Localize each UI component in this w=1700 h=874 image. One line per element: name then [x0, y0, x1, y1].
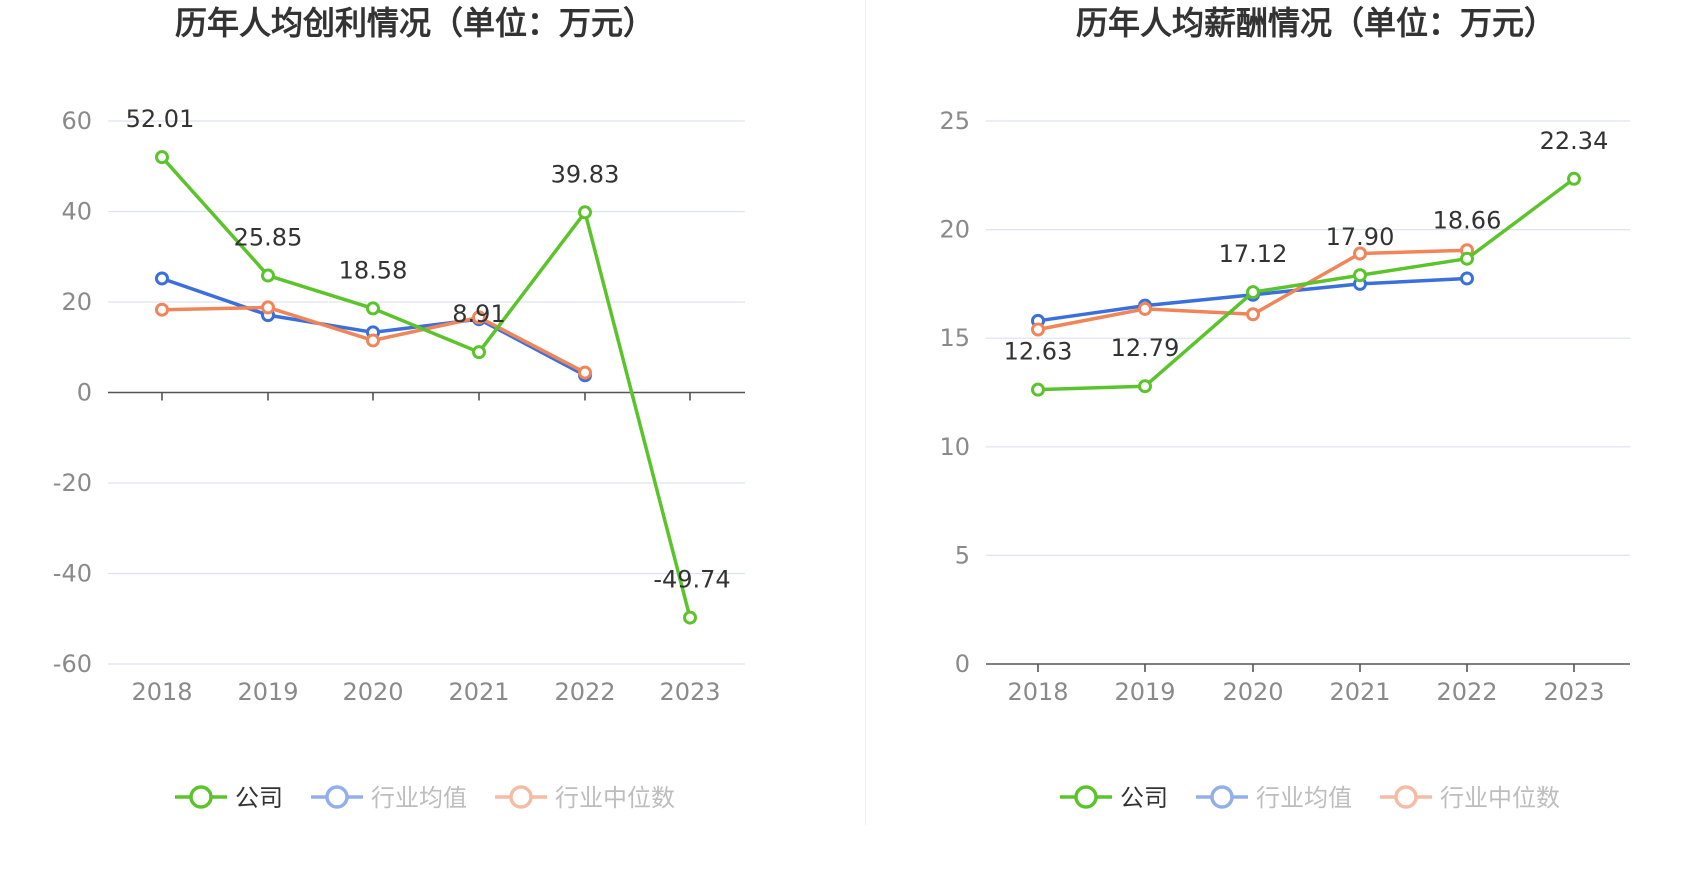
data-label: 17.90: [1326, 223, 1395, 251]
legend-label: 行业均值: [1256, 784, 1352, 812]
legend-circle-icon: [509, 785, 533, 809]
x-tick-label: 2018: [131, 678, 192, 706]
data-label: 25.85: [234, 224, 303, 252]
legend-circle-icon: [1394, 785, 1418, 809]
data-label: 18.66: [1433, 207, 1502, 235]
y-tick-label: 15: [939, 324, 970, 352]
y-tick-label: 5: [955, 541, 970, 569]
y-tick-label: 0: [77, 379, 92, 407]
y-tick-label: 20: [939, 216, 970, 244]
data-point-industry_avg[interactable]: [155, 271, 169, 286]
profit-per-capita-chart: 历年人均创利情况（单位：万元） 60 40 20 0 -20 -40 -60 2018 2019 2…: [53, 4, 745, 812]
legend-label: 公司: [235, 784, 283, 812]
salary-chart-title: 历年人均薪酬情况（单位：万元）: [1076, 4, 1556, 42]
x-tick-label: 2020: [342, 678, 403, 706]
legend-label: 行业中位数: [1440, 784, 1560, 812]
x-tick-label: 2021: [448, 678, 509, 706]
y-tick-label: 25: [939, 107, 970, 135]
data-point-company[interactable]: [261, 268, 275, 283]
legend-item-industry_median[interactable]: 行业中位数: [1380, 784, 1560, 812]
legend-item-industry_avg[interactable]: 行业均值: [1196, 784, 1352, 812]
legend-item-company[interactable]: 公司: [1060, 784, 1168, 812]
y-tick-label: -20: [53, 469, 92, 497]
series-line-company: [160, 155, 692, 619]
data-point-company[interactable]: [1138, 379, 1152, 394]
x-tick-label: 2018: [1007, 678, 1068, 706]
data-label: 8.91: [452, 300, 505, 328]
legend-label: 行业中位数: [555, 784, 675, 812]
x-tick-label: 2022: [554, 678, 615, 706]
data-point-company[interactable]: [472, 345, 486, 360]
data-point-industry_median[interactable]: [366, 333, 380, 348]
data-point-industry_median[interactable]: [1246, 307, 1260, 322]
y-tick-label: -60: [53, 650, 92, 678]
x-tick-label: 2019: [1114, 678, 1175, 706]
legend-circle-icon: [189, 785, 213, 809]
data-point-industry_median[interactable]: [472, 310, 486, 325]
legend-item-company[interactable]: 公司: [175, 784, 283, 812]
data-point-company[interactable]: [1567, 171, 1581, 186]
data-point-company[interactable]: [1246, 285, 1260, 300]
data-label: 39.83: [551, 160, 620, 188]
y-tick-label: 40: [61, 198, 92, 226]
data-point-industry_median[interactable]: [1031, 322, 1045, 337]
panel-divider: [865, 0, 866, 825]
y-tick-label: 20: [61, 288, 92, 316]
legend-label: 行业均值: [371, 784, 467, 812]
x-tick-label: 2019: [237, 678, 298, 706]
data-label: 17.12: [1219, 240, 1288, 268]
data-label: 12.63: [1004, 338, 1073, 366]
x-tick-label: 2023: [659, 678, 720, 706]
data-point-company[interactable]: [1031, 382, 1045, 397]
data-label: 22.34: [1540, 127, 1609, 155]
data-point-company[interactable]: [1353, 268, 1367, 283]
data-point-company[interactable]: [155, 150, 169, 165]
data-label: -49.74: [653, 566, 730, 594]
x-tick-label: 2020: [1222, 678, 1283, 706]
data-label: 12.79: [1111, 334, 1180, 362]
data-point-company[interactable]: [578, 205, 592, 220]
data-point-company[interactable]: [1460, 251, 1474, 266]
data-label: 52.01: [126, 105, 195, 133]
data-label: 18.58: [339, 256, 408, 284]
data-point-industry_median[interactable]: [578, 365, 592, 380]
salary-chart-panel: 历年人均薪酬情况（单位：万元） 25 20 15 10 5 0 2018 2019 2020 202…: [866, 0, 1700, 874]
y-tick-label: -40: [53, 560, 92, 588]
data-point-industry_median[interactable]: [1138, 301, 1152, 316]
legend-item-industry_median[interactable]: 行业中位数: [495, 784, 675, 812]
x-tick-label: 2023: [1543, 678, 1604, 706]
legend-label: 公司: [1120, 784, 1168, 812]
x-tick-label: 2021: [1329, 678, 1390, 706]
y-tick-label: 60: [61, 107, 92, 135]
profit-chart-title: 历年人均创利情况（单位：万元）: [175, 4, 655, 42]
legend-item-industry_avg[interactable]: 行业均值: [311, 784, 467, 812]
legend-circle-icon: [1210, 785, 1234, 809]
data-point-industry_median[interactable]: [261, 300, 275, 315]
y-tick-label: 10: [939, 433, 970, 461]
x-tick-label: 2022: [1436, 678, 1497, 706]
data-point-industry_median[interactable]: [1353, 246, 1367, 261]
data-point-company[interactable]: [366, 301, 380, 316]
y-tick-label: 0: [955, 650, 970, 678]
data-point-industry_median[interactable]: [155, 302, 169, 317]
legend-circle-icon: [1074, 785, 1098, 809]
salary-per-capita-chart: 历年人均薪酬情况（单位：万元） 25 20 15 10 5 0 2018 2019 2020 202…: [939, 4, 1630, 812]
data-point-industry_avg[interactable]: [1460, 271, 1474, 286]
series-line-company: [1037, 177, 1576, 392]
legend-circle-icon: [325, 785, 349, 809]
data-point-company[interactable]: [683, 610, 697, 625]
profit-chart-panel: 历年人均创利情况（单位：万元） 60 40 20 0 -20 -40 -60 2018 2019 2…: [53, 4, 745, 812]
